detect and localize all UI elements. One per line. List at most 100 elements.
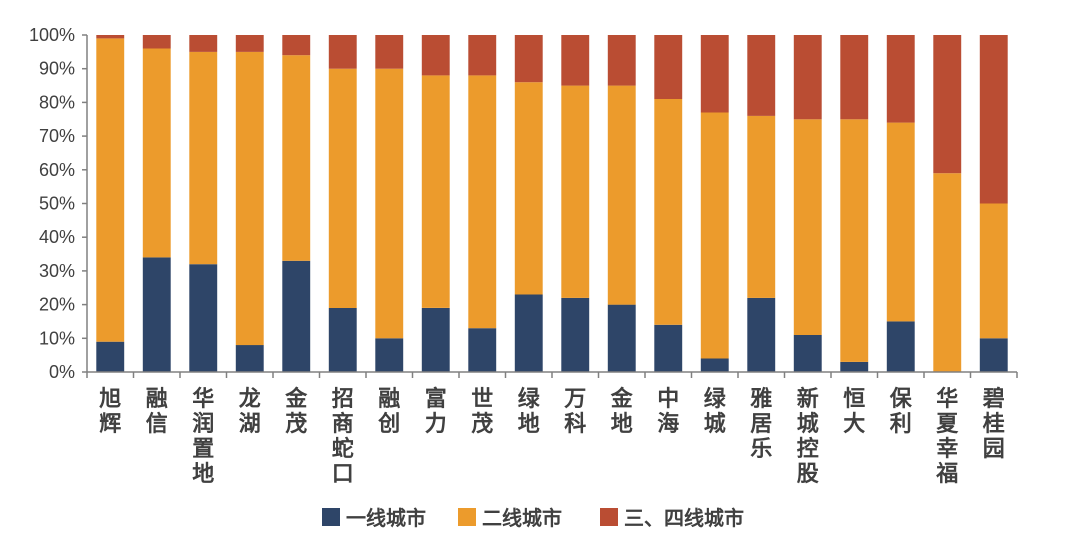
bar-segment-16-series-1: [793, 334, 822, 372]
bar-segment-1-series-3: [96, 35, 125, 39]
bar-segment-3-series-2: [189, 51, 218, 265]
y-tick-label: 30%: [39, 261, 75, 281]
legend-swatch: [458, 508, 476, 526]
y-tick-label: 100%: [29, 25, 75, 45]
bar-segment-1-series-1: [96, 341, 125, 372]
category-label: 中海: [657, 387, 679, 437]
bar-segment-17-series-2: [840, 119, 869, 362]
bar-segment-2-series-3: [142, 35, 171, 49]
bar-segment-13-series-3: [654, 35, 683, 99]
category-label: 招商蛇口: [332, 387, 354, 487]
bar-segment-7-series-1: [375, 338, 404, 372]
bar-segment-1-series-2: [96, 38, 125, 342]
category-label: 融信: [146, 387, 168, 437]
category-label: 旭辉: [98, 387, 121, 437]
bar-segment-20-series-3: [979, 35, 1008, 204]
bar-segment-7-series-3: [375, 35, 404, 69]
bar-segment-19-series-3: [933, 35, 962, 174]
legend-label: 二线城市: [482, 506, 562, 530]
bar-segment-13-series-2: [654, 99, 683, 325]
legend: 一线城市 二线城市 三、四线城市: [322, 506, 744, 530]
bar-segment-9-series-2: [468, 75, 497, 329]
bar-segment-9-series-3: [468, 35, 497, 76]
category-label: 绿地: [518, 386, 541, 437]
y-tick-label: 10%: [39, 328, 75, 348]
bar-segment-2-series-2: [142, 48, 171, 258]
bar-segment-14-series-1: [700, 358, 729, 372]
category-label: 富力: [425, 386, 447, 437]
bar-segment-15-series-3: [747, 35, 776, 116]
category-label: 金地: [610, 386, 634, 437]
bar-segment-13-series-1: [654, 324, 683, 372]
bar-segment-8-series-2: [421, 75, 450, 308]
bar-segment-5-series-1: [282, 260, 311, 372]
bar-segment-18-series-3: [886, 35, 915, 123]
bar-segment-12-series-3: [607, 35, 636, 86]
bar-segment-10-series-3: [514, 35, 543, 83]
bar-segment-4-series-2: [235, 51, 264, 346]
bar-segment-14-series-2: [700, 112, 729, 359]
category-label: 恒大: [843, 386, 865, 437]
y-tick-label: 90%: [39, 59, 75, 79]
bar-segment-6-series-1: [328, 308, 357, 372]
bar-segment-11-series-2: [561, 85, 590, 298]
legend-swatch: [600, 508, 618, 526]
bar-segment-12-series-1: [607, 304, 636, 372]
category-label: 华夏幸福: [935, 386, 959, 487]
bar-segment-7-series-2: [375, 68, 404, 339]
category-label: 万科: [563, 387, 586, 437]
axes-layer: 0% 10% 20% 30% 40% 50% 60% 70% 80% 90% 100%: [29, 25, 1018, 382]
bar-segment-20-series-2: [979, 203, 1008, 339]
legend-label: 一线城市: [346, 506, 426, 530]
y-tick-label: 60%: [39, 160, 75, 180]
bar-segment-14-series-3: [700, 35, 729, 113]
legend-label: 三、四线城市: [624, 506, 744, 530]
bar-segment-3-series-3: [189, 35, 218, 52]
bar-segment-6-series-2: [328, 68, 357, 308]
bar-segment-11-series-1: [561, 297, 590, 372]
y-tick-label: 40%: [39, 227, 75, 247]
category-label: 绿城: [704, 386, 727, 437]
bar-segment-5-series-3: [282, 35, 311, 56]
bar-segment-15-series-1: [747, 297, 776, 372]
category-label: 华润置地: [192, 386, 214, 487]
bar-segment-16-series-3: [793, 35, 822, 120]
bar-segment-18-series-1: [886, 321, 915, 372]
bar-segment-8-series-1: [421, 308, 450, 372]
y-tick-label: 80%: [39, 92, 75, 112]
category-label: 新城控股: [797, 386, 819, 487]
category-label: 保利: [889, 387, 913, 437]
bar-segment-4-series-1: [235, 345, 264, 372]
category-label: 雅居乐: [750, 386, 772, 462]
bar-segment-18-series-2: [886, 122, 915, 322]
bar-segment-16-series-2: [793, 119, 822, 335]
y-tick-label: 50%: [39, 194, 75, 214]
bar-segment-5-series-2: [282, 55, 311, 261]
y-tick-label: 20%: [39, 295, 75, 315]
bar-segment-3-series-1: [189, 264, 218, 372]
category-label: 龙湖: [239, 387, 261, 437]
bars-layer: [96, 35, 1008, 372]
bar-segment-4-series-3: [235, 35, 264, 52]
bar-segment-17-series-1: [840, 361, 869, 372]
bar-segment-12-series-2: [607, 85, 636, 305]
bar-segment-17-series-3: [840, 35, 869, 120]
bar-segment-10-series-1: [514, 294, 543, 372]
bar-segment-9-series-1: [468, 328, 497, 372]
category-label: 碧桂园: [982, 386, 1005, 462]
y-tick-label: 70%: [39, 126, 75, 146]
category-label: 融创: [377, 387, 400, 437]
bar-segment-20-series-1: [979, 338, 1008, 372]
bar-segment-19-series-2: [933, 173, 962, 372]
bar-segment-11-series-3: [561, 35, 590, 86]
bar-segment-8-series-3: [421, 35, 450, 76]
bar-segment-15-series-2: [747, 115, 776, 298]
bar-segment-2-series-1: [142, 257, 171, 372]
bar-segment-10-series-2: [514, 82, 543, 295]
y-tick-label: 0%: [49, 362, 75, 382]
bar-segment-6-series-3: [328, 35, 357, 69]
category-label: 世茂: [471, 387, 493, 437]
legend-swatch: [322, 508, 340, 526]
